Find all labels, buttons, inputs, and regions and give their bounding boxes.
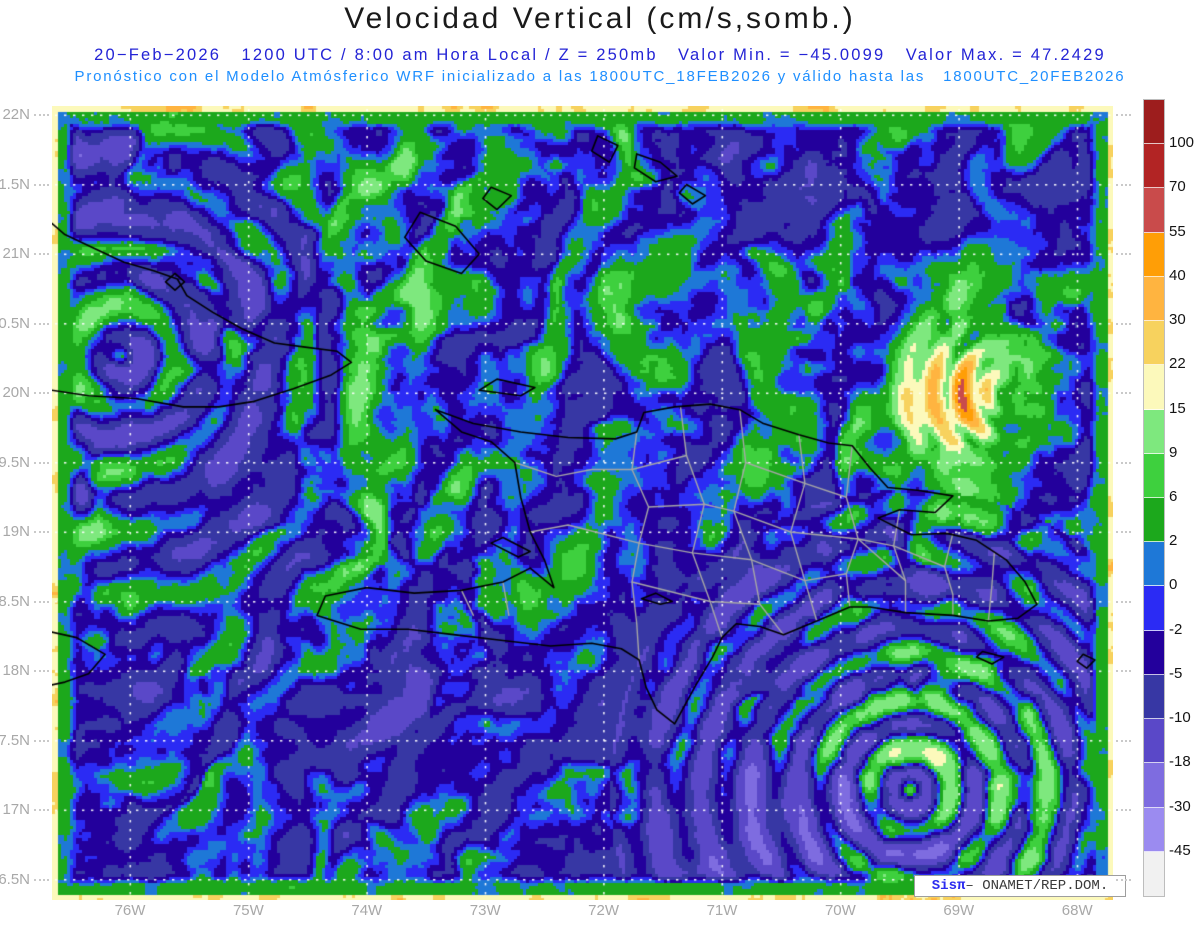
colorbar-segment <box>1144 321 1164 366</box>
colorbar-segment <box>1144 719 1164 764</box>
lat-tick-label: 20N <box>2 384 30 401</box>
lat-tick-label: 22N <box>2 106 30 123</box>
lat-tick-dots-left <box>34 183 49 186</box>
lon-tick-label: 76W <box>114 902 146 919</box>
colorbar-segment <box>1144 232 1164 277</box>
lon-tick-label: 71W <box>706 902 738 919</box>
lat-tick-dots-left <box>34 461 49 464</box>
colorbar-segment <box>1144 144 1164 189</box>
colorbar-segment <box>1144 497 1164 543</box>
lat-tick-dots-right <box>1116 809 1131 811</box>
lat-tick-dots-right <box>1116 531 1131 533</box>
lat-tick-dots-left <box>34 253 49 255</box>
colorbar-tick-label: -2 <box>1169 620 1183 638</box>
valid-time-minmax-line: 20−Feb−2026 1200 UTC / 8:00 am Hora Loca… <box>94 46 1106 64</box>
colorbar-segment <box>1144 630 1164 675</box>
attribution-org: – ONAMET/REP.DOM. <box>965 878 1109 894</box>
lat-tick-dots-left <box>34 392 49 394</box>
lat-tick-dots-right <box>1116 114 1131 116</box>
lat-tick-label: 8.5N <box>0 592 30 610</box>
lat-tick-dots-right <box>1116 670 1131 672</box>
colorbar-tick-label: 22 <box>1169 355 1186 373</box>
lat-tick-dots-left <box>34 322 49 325</box>
lon-tick-label: 69W <box>943 902 975 919</box>
colorbar-tick-label: 15 <box>1169 399 1186 417</box>
colorbar-tick-label: 2 <box>1169 532 1178 550</box>
lat-tick-label: 1.5N <box>0 175 30 193</box>
sispi-brand: Sisπ <box>931 878 966 894</box>
colorbar-tick-label: -30 <box>1169 797 1191 815</box>
lat-tick-label: 9.5N <box>0 453 30 471</box>
colorbar-tick-label: 0 <box>1169 576 1178 594</box>
colorbar-segment <box>1144 365 1164 410</box>
lat-tick-dots-right <box>1116 878 1131 881</box>
colorbar-tick-label: -5 <box>1169 664 1183 682</box>
lat-tick-label: 6.5N <box>0 870 30 888</box>
colorbar-segment <box>1144 674 1164 720</box>
colorbar-tick-label: 100 <box>1169 134 1195 152</box>
colorbar-segment <box>1144 851 1164 896</box>
lon-tick-label: 75W <box>232 902 264 919</box>
lon-tick-label: 74W <box>351 902 383 919</box>
lat-tick-dots-left <box>34 878 49 881</box>
lat-tick-label: 0.5N <box>0 314 30 332</box>
lat-tick-dots-right <box>1116 392 1131 394</box>
lat-tick-label: 17N <box>2 801 30 818</box>
colorbar-segment <box>1144 188 1164 233</box>
lon-tick-label: 72W <box>588 902 620 919</box>
colorbar-tick-label: 6 <box>1169 488 1178 505</box>
colorbar-tick-label: 40 <box>1169 266 1186 284</box>
lat-tick-dots-left <box>34 809 49 811</box>
colorbar-segment <box>1144 763 1164 808</box>
attribution-badge: Sisπ– ONAMET/REP.DOM. <box>914 875 1126 897</box>
colorbar-tick-label: 55 <box>1169 222 1186 240</box>
lat-tick-dots-right <box>1116 253 1131 255</box>
lat-tick-dots-left <box>34 670 49 672</box>
lat-tick-dots-right <box>1116 183 1131 186</box>
lat-tick-label: 21N <box>2 245 30 262</box>
lon-tick-label: 73W <box>469 902 501 919</box>
colorbar-segment <box>1144 807 1164 852</box>
colorbar-tick-label: -18 <box>1169 753 1191 771</box>
colorbar-segment <box>1144 100 1164 145</box>
model-init-line: Pronóstico con el Modelo Atmósferico WRF… <box>74 68 1126 85</box>
colorbar-segment <box>1144 409 1164 454</box>
colorbar-tick-label: 70 <box>1169 178 1186 196</box>
lat-tick-dots-left <box>34 600 49 603</box>
lon-tick-label: 70W <box>824 902 856 919</box>
colorbar-tick-label: -45 <box>1169 841 1191 859</box>
lat-tick-label: 7.5N <box>0 731 30 749</box>
lat-tick-dots-right <box>1116 739 1131 742</box>
colorbar-tick-label: -10 <box>1169 709 1191 727</box>
colorbar <box>1143 99 1165 897</box>
lat-tick-dots-right <box>1116 461 1131 464</box>
colorbar-segment <box>1144 586 1164 631</box>
lat-tick-dots-right <box>1116 600 1131 603</box>
forecast-map <box>52 106 1113 900</box>
colorbar-tick-label: 30 <box>1169 311 1186 329</box>
colorbar-segment <box>1144 542 1164 587</box>
lat-tick-dots-left <box>34 531 49 533</box>
lat-tick-dots-right <box>1116 322 1131 325</box>
page-title: Velocidad Vertical (cm/s,somb.) <box>344 2 856 35</box>
colorbar-tick-label: 9 <box>1169 443 1178 461</box>
lon-tick-label: 68W <box>1061 902 1093 919</box>
lat-tick-label: 18N <box>2 662 30 679</box>
colorbar-segment <box>1144 453 1164 498</box>
vertical-velocity-field-canvas <box>52 106 1113 900</box>
colorbar-segment <box>1144 276 1164 322</box>
lat-tick-label: 19N <box>2 523 30 540</box>
lat-tick-dots-left <box>34 739 49 742</box>
lat-tick-dots-left <box>34 114 49 116</box>
